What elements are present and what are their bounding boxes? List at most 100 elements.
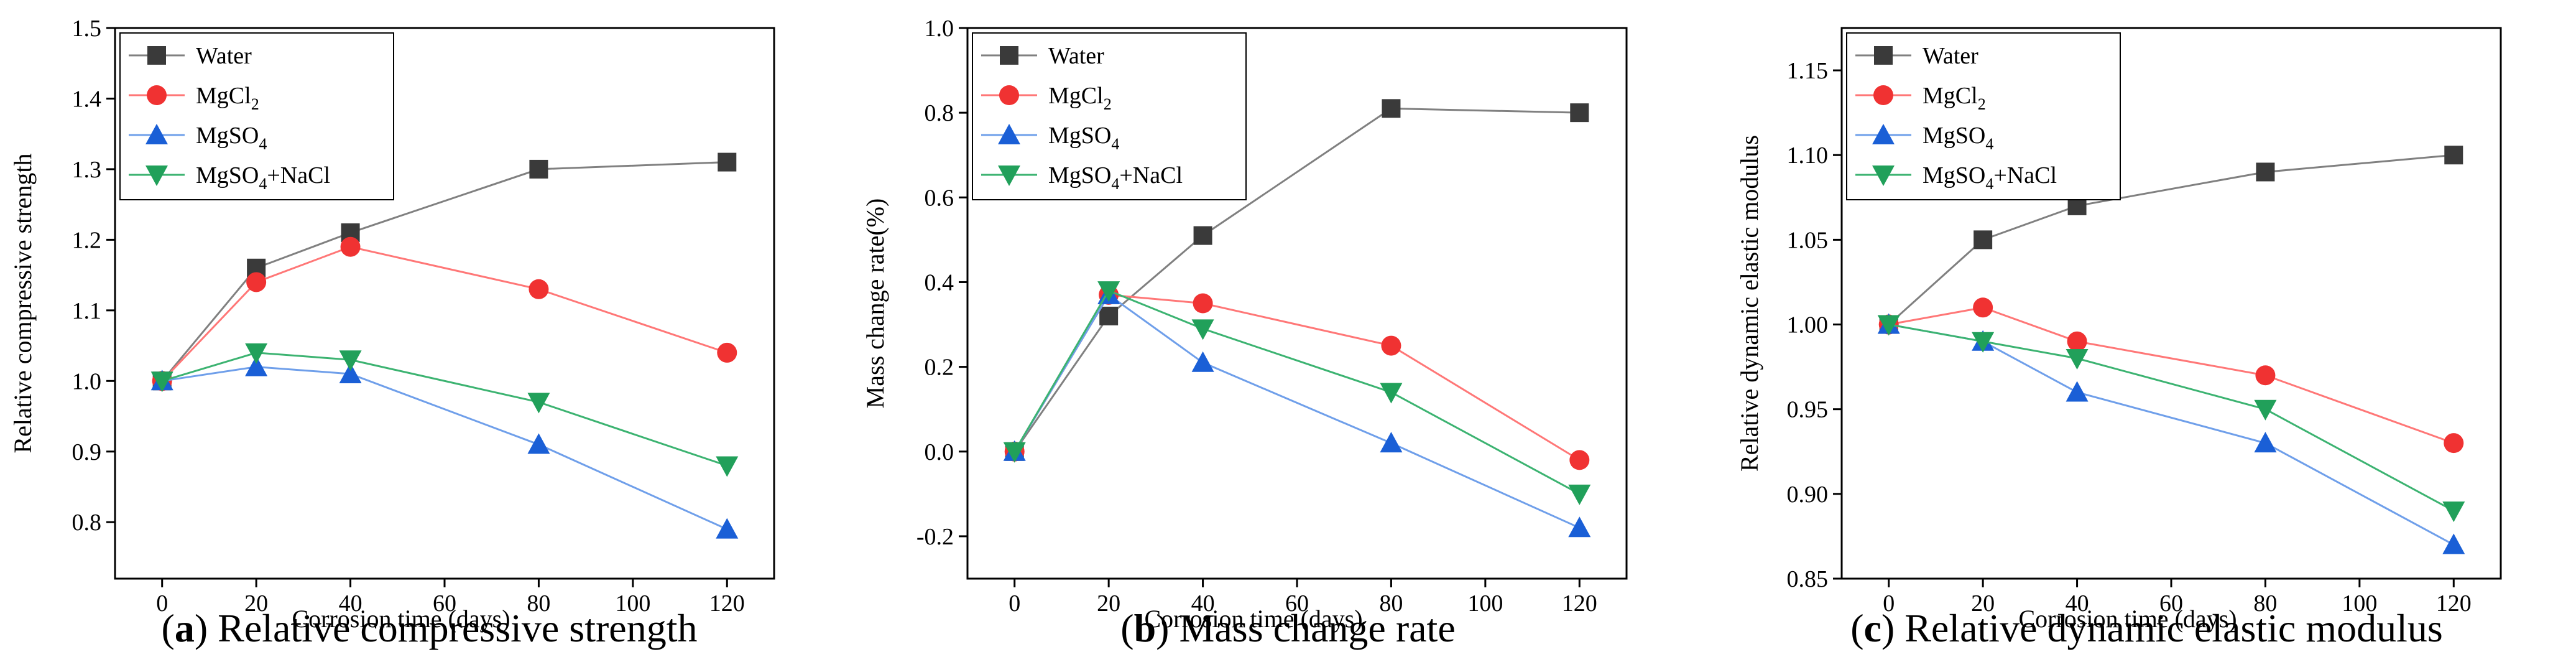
data-point: [1382, 99, 1401, 118]
y-tick-label: -0.2: [916, 524, 954, 550]
series-mgso4-nacl: [1877, 315, 2465, 523]
data-point: [717, 342, 737, 363]
x-tick-label: 0: [1009, 590, 1020, 617]
y-tick-label: 1.4: [72, 86, 102, 112]
x-tick-label: 120: [1562, 590, 1597, 617]
x-tick-label: 40: [1191, 590, 1215, 617]
x-tick-label: 0: [1883, 590, 1895, 617]
legend-swatch-marker: [998, 166, 1020, 186]
data-point: [246, 272, 267, 292]
data-point: [2444, 146, 2463, 165]
y-tick-label: 0.2: [925, 355, 954, 381]
legend: Water MgCl2 MgSO4 MgSO4+NaCl: [972, 32, 1247, 200]
data-point: [1380, 383, 1403, 404]
x-axis-label: Corrosion time (days): [1144, 605, 1362, 633]
chart-panel-a: 0 20 40 60 80 100 120 0.8 0.9 1.0 1.1 1.2 1.3 1.4 1.5 C…: [0, 0, 859, 662]
series-mgso4: [150, 355, 739, 539]
y-tick-label: 0.85: [1787, 566, 1829, 592]
data-point: [1193, 293, 1213, 314]
data-point: [529, 279, 549, 299]
x-tick-label: 120: [2436, 590, 2472, 617]
legend-swatch-marker: [999, 85, 1019, 105]
series-line: [162, 366, 727, 530]
series-mgcl2: [1004, 284, 1590, 470]
data-point: [340, 236, 361, 257]
y-tick-label: 1.5: [72, 16, 102, 42]
legend-swatch-marker: [1872, 166, 1895, 186]
data-point: [1380, 432, 1403, 453]
y-tick-label: 0.95: [1787, 397, 1829, 423]
data-point: [2067, 331, 2087, 352]
legend-label: MgCl2: [196, 83, 259, 113]
y-tick-label: 1.1: [72, 298, 102, 324]
legend-swatch-marker: [1000, 46, 1018, 65]
caption-c: (c) Relative dynamic elastic modulus: [1850, 606, 2443, 650]
y-tick-label: 1.0: [925, 16, 954, 42]
data-point: [339, 362, 362, 383]
legend-swatch-marker: [1873, 85, 1893, 105]
chart-panel-b: 0 20 40 60 80 100 120 -0.2 0.0 0.2 0.4 0.6 0.8 1.0 Cor…: [859, 0, 1717, 662]
data-point: [1877, 315, 1900, 336]
data-point: [1191, 351, 1214, 372]
legend-label: MgSO4: [1048, 123, 1119, 153]
data-point: [1568, 484, 1591, 505]
data-point: [716, 518, 739, 539]
legend-label: MgCl2: [1048, 83, 1112, 113]
legend-swatch-marker: [1872, 124, 1895, 144]
x-tick-label: 40: [2066, 590, 2089, 617]
data-point: [1974, 230, 1993, 249]
chart-a: 0 20 40 60 80 100 120 0.8 0.9 1.0 1.1 1.2 1.3 1.4 1.5 C…: [9, 16, 775, 633]
data-point: [245, 355, 268, 376]
data-point: [1003, 442, 1026, 463]
data-point: [1568, 516, 1591, 538]
data-point: [1097, 281, 1120, 302]
caption-b: (b) Mass change rate: [1120, 606, 1456, 650]
legend-swatch-marker: [147, 46, 166, 65]
series-line: [161, 246, 727, 382]
y-tick-label: 0.9: [72, 439, 102, 465]
series-mgcl2: [152, 236, 737, 391]
data-point: [529, 159, 548, 179]
data-point: [1381, 335, 1401, 356]
legend-swatch-marker: [145, 124, 168, 144]
y-tick-label: 0.8: [72, 510, 102, 536]
data-point: [1972, 332, 1995, 353]
legend-label: MgSO4: [1923, 123, 1993, 153]
data-point: [1570, 103, 1589, 123]
data-point: [2442, 501, 2465, 523]
y-tick-label: 1.0: [72, 368, 102, 394]
legend-label: MgSO4+NaCl: [1048, 162, 1183, 193]
series-line: [1013, 294, 1581, 461]
data-point: [2256, 162, 2275, 182]
legend-label: Water: [1048, 43, 1104, 69]
data-point: [718, 152, 737, 172]
data-point: [527, 433, 550, 454]
data-point: [339, 350, 362, 371]
legend-label: MgCl2: [1923, 83, 1986, 113]
legend-label: Water: [1923, 43, 1978, 69]
x-axis-label: Corrosion time (days): [292, 605, 510, 633]
y-tick-label: 1.05: [1787, 227, 1829, 253]
x-tick-label: 0: [156, 590, 168, 617]
chart-panel-c: 0 20 40 60 80 100 120 0.85 0.90 0.95 1.00 1.05 1.10 1…: [1717, 0, 2576, 662]
y-tick-label: 1.10: [1787, 142, 1829, 169]
data-point: [1973, 297, 1993, 318]
legend-swatch-marker: [998, 124, 1020, 144]
x-tick-label: 20: [1971, 590, 1995, 617]
y-tick-label: 1.00: [1787, 312, 1829, 338]
x-tick-label: 20: [1097, 590, 1120, 617]
legend-label: MgSO4+NaCl: [1923, 162, 2057, 193]
legend-label: Water: [196, 43, 252, 69]
series-mgso4-nacl: [1003, 281, 1591, 505]
data-point: [2444, 433, 2464, 454]
caption-text: Relative compressive strength: [218, 606, 698, 650]
caption-letter: b: [1133, 606, 1156, 650]
data-point: [2442, 533, 2465, 554]
caption-letter: a: [174, 606, 195, 650]
series-line: [1888, 306, 2454, 444]
x-tick-label: 100: [2342, 590, 2377, 617]
chart-c: 0 20 40 60 80 100 120 0.85 0.90 0.95 1.00 1.05 1.10 1…: [1735, 27, 2502, 633]
data-point: [2066, 381, 2089, 402]
series-mgso4-nacl: [150, 343, 739, 477]
series-line: [1013, 289, 1580, 495]
